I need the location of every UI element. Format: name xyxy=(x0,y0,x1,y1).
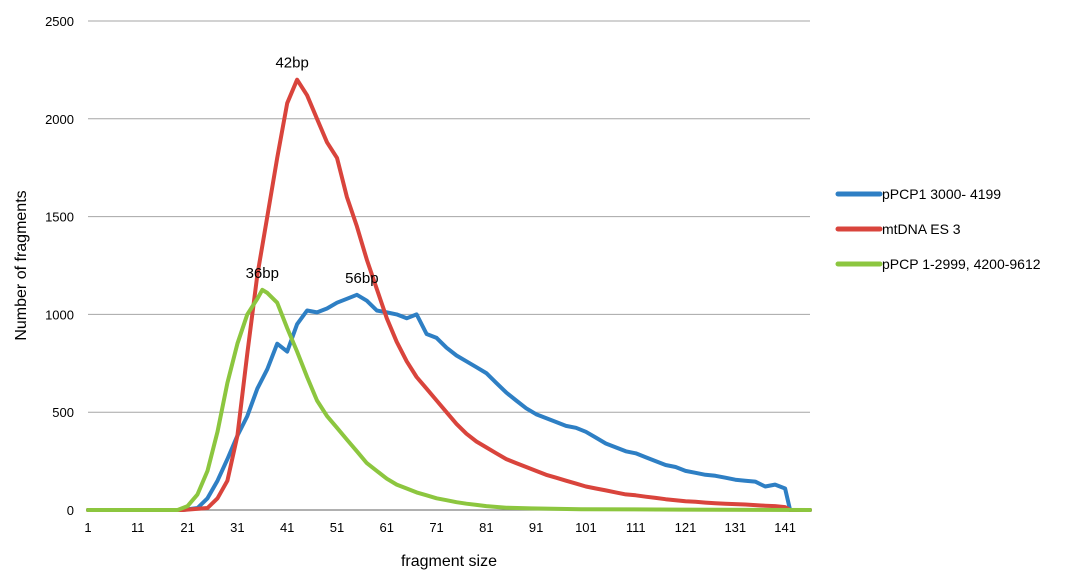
x-tick-label: 131 xyxy=(724,520,746,535)
y-tick-label: 1000 xyxy=(45,307,74,322)
x-tick-label: 61 xyxy=(380,520,394,535)
x-tick-label: 51 xyxy=(330,520,344,535)
series-line-2 xyxy=(86,77,812,512)
x-tick-label: 121 xyxy=(675,520,697,535)
legend-label-3: pPCP 1-2999, 4200-9612 xyxy=(882,256,1041,272)
annotation-label: 36bp xyxy=(246,265,279,282)
gridlines xyxy=(88,20,810,413)
y-tick-label: 2000 xyxy=(45,112,74,127)
annotation-label: 42bp xyxy=(275,55,308,72)
legend-label-1: pPCP1 3000- 4199 xyxy=(882,186,1001,202)
y-tick-label: 500 xyxy=(52,405,74,420)
x-axis-title: fragment size xyxy=(401,553,497,570)
x-tick-label: 81 xyxy=(479,520,493,535)
series-line-3 xyxy=(86,287,812,512)
annotation-label: 56bp xyxy=(345,270,378,287)
x-tick-labels: 1 11 21 31 41 51 61 71 81 91 101 111 121 131 141 xyxy=(84,520,796,535)
x-tick-label: 141 xyxy=(774,520,796,535)
legend: pPCP1 3000- 4199 mtDNA ES 3 pPCP 1-2999, 4… xyxy=(835,186,1041,272)
x-tick-label: 41 xyxy=(280,520,294,535)
x-tick-label: 71 xyxy=(429,520,443,535)
y-tick-label: 0 xyxy=(67,503,74,518)
x-tick-label: 11 xyxy=(131,520,145,535)
series-lines xyxy=(86,77,812,512)
y-tick-label: 2500 xyxy=(45,14,74,29)
x-tick-label: 111 xyxy=(626,520,646,535)
legend-label-2: mtDNA ES 3 xyxy=(882,221,961,237)
y-tick-label: 1500 xyxy=(45,210,74,225)
x-tick-label: 91 xyxy=(529,520,543,535)
annotations: 42bp 36bp 56bp xyxy=(246,55,379,287)
y-tick-labels: 0 500 1000 1500 2000 2500 xyxy=(45,14,74,518)
x-tick-label: 21 xyxy=(180,520,194,535)
x-tick-label: 1 xyxy=(84,520,91,535)
series-line-1 xyxy=(86,292,812,512)
x-tick-label: 101 xyxy=(575,520,597,535)
y-axis-title: Number of fragments xyxy=(13,190,30,340)
x-tick-label: 31 xyxy=(230,520,244,535)
